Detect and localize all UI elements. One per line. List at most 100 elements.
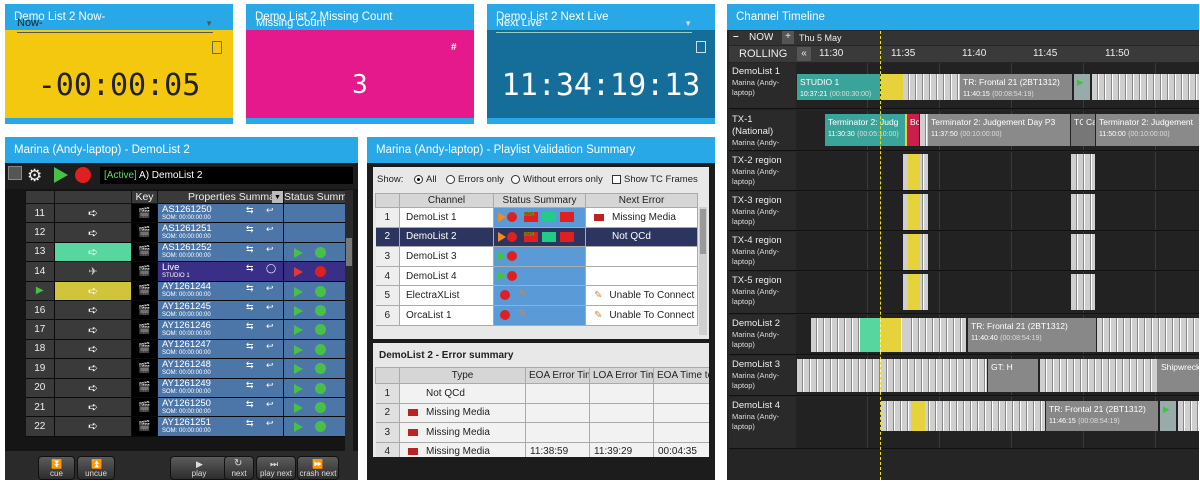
short-events-cluster[interactable] <box>1071 274 1095 310</box>
playlist-row[interactable]: ▶ ➪ 🎬 AY1261244 SOM: 00:00:00:00 ⇆ ↩ <box>25 281 346 301</box>
row-action-cell[interactable]: ➪ <box>54 378 132 398</box>
playlist-row[interactable]: 19 ➪ 🎬 AY1261248 SOM: 00:00:00:00 ⇆ ↩ <box>25 358 346 379</box>
playlist-row[interactable]: 20 ➪ 🎬 AY1261249 SOM: 00:00:00:00 ⇆ ↩ <box>25 378 346 398</box>
playlist-row[interactable]: 14 ✈ 🎬 Live STUDIO 1 ⇆ ◯ <box>25 261 346 282</box>
row-action-cell[interactable]: ➪ <box>54 222 132 243</box>
stop-icon[interactable] <box>75 167 91 183</box>
now-button[interactable]: NOW <box>749 32 774 43</box>
rolling-mode[interactable]: ROLLING <box>739 48 788 60</box>
gear-icon[interactable]: ⚙ <box>27 166 43 185</box>
channel-row-header[interactable]: DemoList 3 Marina (Andy-laptop) <box>729 356 796 396</box>
row-action-cell[interactable]: ➪ <box>54 339 132 360</box>
channel-row-header[interactable]: DemoList 2 Marina (Andy-laptop) <box>729 315 796 355</box>
copy-icon[interactable] <box>696 41 706 53</box>
tr-frontal-event[interactable]: TR: Frontal 21 (2BT1312) 11:40:15 (00:08:… <box>960 74 1072 100</box>
yellow-marker[interactable] <box>905 114 908 146</box>
row-properties[interactable]: AS1261251 SOM: 00:00:00:00 ⇆ ↩ <box>157 222 284 243</box>
playlist-row[interactable]: 17 ➪ 🎬 AY1261246 SOM: 00:00:00:00 ⇆ ↩ <box>25 319 346 340</box>
radio-all[interactable] <box>414 175 423 184</box>
ca-event[interactable]: Ca <box>1083 114 1095 146</box>
validation-row[interactable]: 6 OrcaList 1 ✎ ✎ Unable To Connect <box>375 305 698 326</box>
play-icon[interactable] <box>54 167 68 183</box>
next-button[interactable]: ↻ next <box>224 456 254 480</box>
channel-row-header[interactable]: TX-2 region Marina (Andy-laptop) <box>729 152 796 191</box>
show-tc-checkbox[interactable] <box>612 175 621 184</box>
col-status-summary[interactable]: Status Summary <box>493 193 586 208</box>
play-next-button[interactable]: ⏭ play next <box>256 456 296 480</box>
channel-row-header[interactable]: TX-4 region Marina (Andy-laptop) <box>729 232 796 271</box>
error-row[interactable]: 3 Missing Media <box>375 422 709 443</box>
row-action-cell[interactable]: ➪ <box>54 300 132 321</box>
grid-settings-icon[interactable]: # <box>451 42 457 53</box>
row-action-cell[interactable]: ➪ <box>54 281 132 301</box>
next-live-selector[interactable]: Next Live ▼ <box>496 17 692 33</box>
yellow-marker[interactable] <box>908 234 920 270</box>
col-channel[interactable]: Channel <box>399 193 494 208</box>
yellow-marker[interactable] <box>881 74 903 100</box>
row-properties[interactable]: AY1261244 SOM: 00:00:00:00 ⇆ ↩ <box>157 281 284 301</box>
validation-scrollbar[interactable] <box>699 207 707 335</box>
col-eoa-error-time[interactable]: EOA Error Time <box>525 367 590 384</box>
short-events-cluster[interactable] <box>1097 318 1199 352</box>
channel-row-header[interactable]: TX-3 region Marina (Andy-laptop) <box>729 192 796 231</box>
channel-row-header[interactable]: DemoList 1 Marina (Andy-laptop) <box>729 63 796 109</box>
channel-row-header[interactable]: DemoList 4 Marina (Andy-laptop) <box>729 397 796 449</box>
row-properties[interactable]: AY1261245 SOM: 00:00:00:00 ⇆ ↩ <box>157 300 284 321</box>
shipwreck-event[interactable]: Shipwreck <box>1158 359 1199 392</box>
yellow-marker[interactable] <box>911 401 925 431</box>
col-key[interactable]: Key <box>131 190 158 204</box>
validation-row[interactable]: 4 DemoList 4 <box>375 266 698 287</box>
playlist-row[interactable]: 18 ➪ 🎬 AY1261247 SOM: 00:00:00:00 ⇆ ↩ <box>25 339 346 360</box>
col-loa-error-time[interactable]: LOA Error Time <box>589 367 654 384</box>
channel-track[interactable] <box>796 232 1199 271</box>
channel-track[interactable] <box>796 152 1199 191</box>
col-eoa-time-to[interactable]: EOA Time to <box>653 367 709 384</box>
terminator-event-2[interactable]: Terminator 2: Judgement Day P3 11:37:50 (… <box>928 114 1070 146</box>
terminator-event-3[interactable]: Terminator 2: Judgement 11:50:00 (00:10:0… <box>1096 114 1199 146</box>
short-events-cluster[interactable] <box>1071 234 1095 270</box>
short-events-cluster[interactable] <box>797 359 987 392</box>
crash-next-button[interactable]: ⏩ crash next <box>297 456 339 480</box>
row-action-cell[interactable]: ➪ <box>54 242 132 263</box>
short-events-cluster[interactable] <box>1040 359 1158 392</box>
short-events-cluster[interactable] <box>1178 401 1199 431</box>
radio-without-errors[interactable] <box>511 175 520 184</box>
row-properties[interactable]: AY1261251 SOM: 00:00:00:00 ⇆ ↩ <box>157 416 284 437</box>
validation-row[interactable]: 3 DemoList 3 <box>375 246 698 267</box>
error-row[interactable]: 4 Missing Media 11:38:59 11:39:29 00:04:35 <box>375 442 709 457</box>
row-properties[interactable]: Live STUDIO 1 ⇆ ◯ <box>157 261 284 282</box>
playlist-row[interactable]: 21 ➪ 🎬 AY1261250 SOM: 00:00:00:00 ⇆ ↩ <box>25 397 346 418</box>
error-row[interactable]: 1 Not QCd <box>375 383 709 404</box>
validation-row[interactable]: 2 DemoList 2 EOA Not QCd <box>375 227 698 248</box>
playlist-row[interactable]: 22 ➪ 🎬 AY1261251 SOM: 00:00:00:00 ⇆ ↩ <box>25 416 346 437</box>
tr-frontal-event-2[interactable]: TR: Frontal 21 (2BT1312) 11:40:40 (00:08:… <box>968 318 1096 352</box>
row-properties[interactable]: AY1261250 SOM: 00:00:00:00 ⇆ ↩ <box>157 397 284 418</box>
playlist-scrollbar[interactable] <box>345 190 353 452</box>
tr-frontal-event-3[interactable]: TR: Frontal 21 (2BT1312) 11:46:15 (00:08:… <box>1046 401 1158 431</box>
yellow-marker[interactable] <box>908 194 920 230</box>
row-properties[interactable]: AS1261252 SOM: 00:00:00:00 ⇆ ↩ <box>157 242 284 263</box>
row-properties[interactable]: AY1261246 SOM: 00:00:00:00 ⇆ ↩ <box>157 319 284 340</box>
now-selector[interactable]: Now- ▼ <box>17 17 213 33</box>
zoom-out-button[interactable]: – <box>733 31 739 42</box>
zoom-in-button[interactable]: + <box>782 31 794 44</box>
short-events-cluster[interactable] <box>903 74 960 100</box>
short-events-cluster[interactable] <box>1071 194 1095 230</box>
row-properties[interactable]: AY1261247 SOM: 00:00:00:00 ⇆ ↩ <box>157 339 284 360</box>
yellow-marker[interactable] <box>881 318 901 352</box>
missing-count-selector[interactable]: Missing Count <box>256 17 326 29</box>
scrollbar-thumb[interactable] <box>700 209 706 254</box>
row-action-cell[interactable]: ➪ <box>54 203 132 224</box>
green-marker[interactable] <box>860 318 880 352</box>
error-row[interactable]: 2 Missing Media <box>375 403 709 423</box>
channel-row-header[interactable]: TX-1 (National)Marina (Andy-laptop) <box>729 111 796 151</box>
row-action-cell[interactable]: ➪ <box>54 319 132 340</box>
row-properties[interactable]: AY1261249 SOM: 00:00:00:00 ⇆ ↩ <box>157 378 284 398</box>
playlist-row[interactable]: 13 ➪ 🎬 AS1261252 SOM: 00:00:00:00 ⇆ ↩ <box>25 242 346 263</box>
playlist-row[interactable]: 11 ➪ 🎬 AS1261250 SOM: 00:00:00:00 ⇆ ↩ <box>25 203 346 224</box>
yellow-marker[interactable] <box>908 154 920 190</box>
channel-row-header[interactable]: TX-5 region Marina (Andy-laptop) <box>729 272 796 314</box>
col-properties[interactable]: Properties Summary ▼ <box>157 190 284 204</box>
studio1-event[interactable]: STUDIO 1 10:37:21 (00:00:30:00) <box>797 74 880 100</box>
scrollbar-thumb[interactable] <box>346 238 352 266</box>
